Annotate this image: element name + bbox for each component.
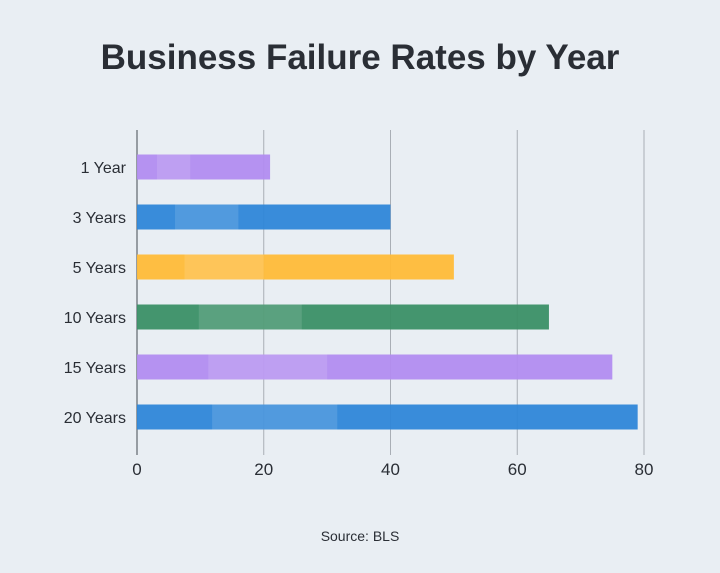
x-tick-label: 0 [132,460,141,479]
bar [137,254,454,280]
x-tick-label: 80 [635,460,654,479]
bar [137,354,613,380]
bar-texture [175,204,239,230]
bar-texture [156,154,191,180]
bar [137,154,271,180]
source-note: Source: BLS [320,528,400,544]
bar [137,204,391,230]
y-category-label: 3 Years [73,210,126,227]
y-category-label: 20 Years [64,410,126,427]
bar-texture [212,404,338,430]
y-category-label: 10 Years [64,310,126,327]
y-category-label: 1 Year [81,160,127,177]
bar [137,404,638,430]
bar [137,304,549,330]
y-category-label: 5 Years [73,260,126,277]
x-tick-label: 20 [254,460,273,479]
x-tick-label: 40 [381,460,400,479]
bar-texture [198,304,302,330]
x-tick-label: 60 [508,460,527,479]
bar-texture [184,254,264,280]
bar-texture [208,354,328,380]
chart-title: Business Failure Rates by Year [100,38,620,77]
y-category-label: 15 Years [64,360,126,377]
